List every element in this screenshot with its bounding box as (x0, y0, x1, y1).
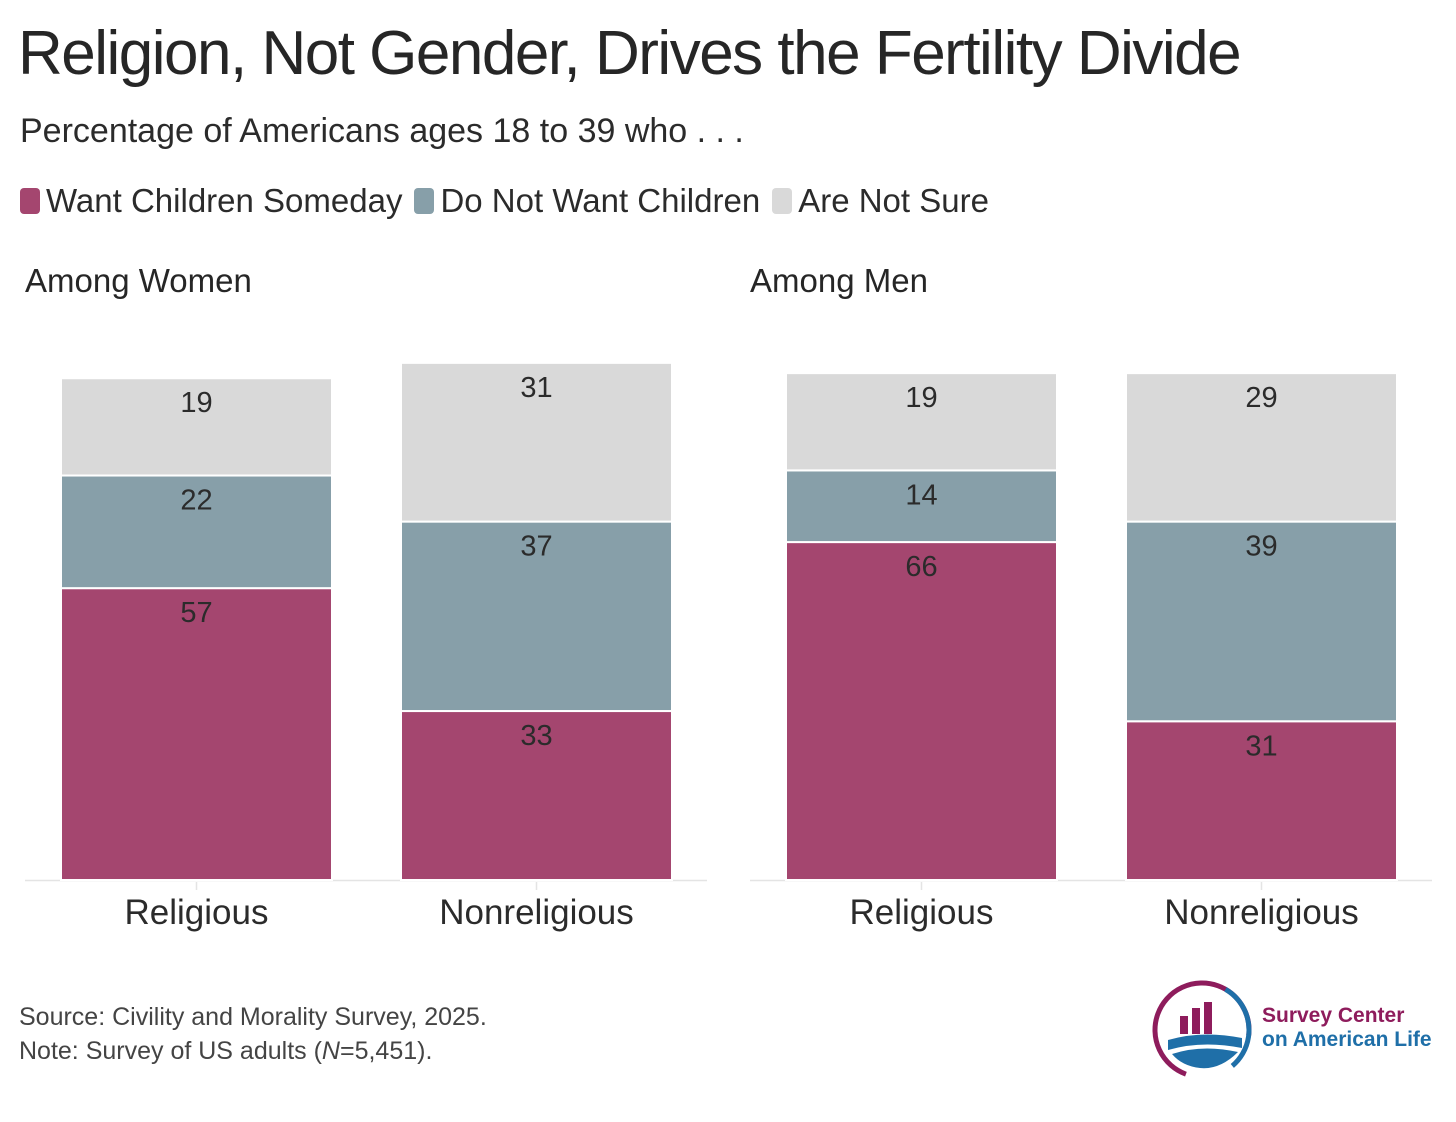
legend-label-not-sure: Are Not Sure (798, 182, 989, 219)
bar-segment-among-mennonreligious-are-not-sure (1125, 372, 1398, 523)
bar-segment-among-womenreligious-want-children-someday (60, 587, 333, 881)
legend: Want Children Someday Do Not Want Childr… (20, 182, 1001, 220)
survey-center-logo[interactable]: Survey Center on American Life (1150, 978, 1440, 1082)
source-note: Source: Civility and Morality Survey, 20… (19, 1003, 487, 1031)
data-label-among-mennonreligious-are-not-sure: 29 (1245, 382, 1277, 414)
sample-note-suffix: =5,451). (339, 1037, 433, 1065)
legend-item-not-sure: Are Not Sure (772, 182, 989, 220)
footer: Source: Civility and Morality Survey, 20… (19, 1000, 487, 1068)
bar-segment-among-womennonreligious-want-children-someday (400, 710, 673, 881)
tick-label-among-womenreligious: Religious (125, 893, 269, 932)
data-label-among-womenreligious-want-children-someday: 57 (180, 597, 212, 629)
data-label-among-womennonreligious-want-children-someday: 33 (520, 720, 552, 752)
tick-label-among-menreligious: Religious (850, 893, 994, 932)
tick-label-among-mennonreligious: Nonreligious (1164, 893, 1359, 932)
legend-item-do-not-want: Do Not Want Children (414, 182, 760, 220)
logo-line-2: on American Life (1262, 1028, 1432, 1051)
tick-label-among-womennonreligious: Nonreligious (439, 893, 634, 932)
bar-segment-among-womenreligious-are-not-sure (60, 377, 333, 477)
charts-area: Among Women 57 22 19 Religious 33 37 31 Nonrelig… (25, 262, 1432, 932)
panel-title-among-men: Among Men (750, 262, 928, 299)
data-label-among-womenreligious-do-not-want-children: 22 (180, 485, 212, 517)
chart-title: Religion, Not Gender, Drives the Fertili… (18, 19, 1242, 88)
sample-note: Note: Survey of US adults (N=5,451). (19, 1034, 487, 1068)
chart-subtitle: Percentage of Americans ages 18 to 39 wh… (20, 112, 744, 150)
legend-swatch-want (20, 188, 40, 214)
sample-note-n: N (321, 1037, 340, 1065)
bar-segment-among-menreligious-want-children-someday (785, 541, 1058, 882)
bar-segment-among-menreligious-are-not-sure (785, 372, 1058, 472)
legend-item-want: Want Children Someday (20, 182, 402, 220)
panel-title-among-women: Among Women (25, 262, 252, 299)
data-label-among-menreligious-are-not-sure: 19 (905, 382, 937, 414)
bar-segment-among-mennonreligious-want-children-someday (1125, 720, 1398, 882)
data-label-among-womennonreligious-do-not-want-children: 37 (520, 531, 552, 563)
data-label-among-womenreligious-are-not-sure: 19 (180, 387, 212, 419)
bar-segment-among-menreligious-do-not-want-children (785, 469, 1058, 544)
logo-emblem-icon (1152, 980, 1252, 1080)
legend-label-do-not-want: Do Not Want Children (440, 182, 761, 219)
data-label-among-menreligious-want-children-someday: 66 (905, 551, 937, 583)
logo-text: Survey Center on American Life (1262, 1004, 1432, 1052)
data-label-among-mennonreligious-want-children-someday: 31 (1245, 730, 1277, 762)
legend-swatch-do-not-want (414, 188, 435, 214)
legend-label-want: Want Children Someday (46, 182, 403, 219)
bar-segment-among-womenreligious-do-not-want-children (60, 474, 333, 590)
data-label-among-womennonreligious-are-not-sure: 31 (520, 372, 552, 404)
legend-swatch-not-sure (772, 188, 793, 214)
bar-segment-among-mennonreligious-do-not-want-children (1125, 520, 1398, 723)
bar-segment-among-womennonreligious-are-not-sure (400, 361, 673, 523)
logo-line-1: Survey Center (1262, 1004, 1405, 1027)
data-label-among-mennonreligious-do-not-want-children: 39 (1245, 531, 1277, 563)
sample-note-prefix: Note: Survey of US adults ( (19, 1037, 322, 1065)
data-label-among-menreligious-do-not-want-children: 14 (905, 479, 937, 511)
